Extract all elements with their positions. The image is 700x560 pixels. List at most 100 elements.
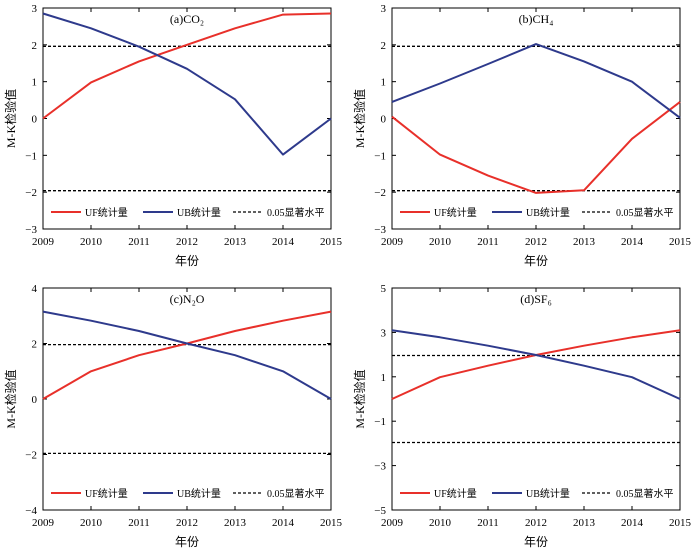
y-tick-label: 3: [381, 3, 387, 15]
chart-panel-1: −3 −2 −1 0 1 2 3 2009 2010 2011 2012 2013 2014 2015 (b…: [352, 3, 692, 268]
chart-title: (b)CH₄: [519, 12, 554, 26]
x-tick-label: 2013: [224, 517, 247, 529]
x-tick-label: 2009: [381, 236, 404, 248]
x-tick-label: 2013: [573, 517, 596, 529]
legend-significance-label: 0.05显著水平: [267, 206, 325, 219]
series-line-ub: [42, 310, 332, 400]
plot-frame: [391, 287, 681, 511]
x-tick-label: 2015: [320, 517, 343, 529]
legend-uf: UF统计量: [400, 487, 477, 500]
y-tick-label: 0: [32, 114, 38, 126]
y-axis-label: M-K检验值: [352, 89, 367, 148]
legend-significance: 0.05显著水平: [582, 206, 674, 219]
y-tick-label: −3: [374, 224, 386, 236]
plot-frame: [42, 287, 332, 511]
legend-ub-label: UB统计量: [177, 206, 221, 219]
x-tick-label: 2010: [80, 236, 103, 248]
y-tick-label: −3: [374, 461, 386, 473]
series-line-uf: [391, 101, 681, 194]
legend-significance: 0.05显著水平: [582, 487, 674, 500]
y-tick-label: −1: [374, 150, 386, 162]
x-tick-label: 2012: [176, 517, 198, 529]
chart-panel-3: −5 −3 −1 1 3 5 2009 2010 2011 2012 2013 2014 2015 (d)…: [352, 283, 692, 549]
legend-ub-label: UB统计量: [526, 206, 570, 219]
y-tick-label: −4: [25, 505, 37, 517]
series-line-uf: [42, 12, 332, 120]
y-tick-label: 2: [32, 40, 38, 52]
y-axis-label: M-K检验值: [3, 369, 18, 428]
series-line-uf: [42, 310, 332, 400]
y-tick-label: −5: [374, 505, 386, 517]
y-tick-label: −2: [374, 187, 386, 199]
legend-uf: UF统计量: [51, 487, 128, 500]
y-tick-label: 2: [381, 40, 387, 52]
legend-ub-label: UB统计量: [526, 487, 570, 500]
y-tick-label: 2: [32, 339, 38, 351]
legend-uf-label: UF统计量: [85, 206, 128, 219]
legend-uf-label: UF统计量: [434, 487, 477, 500]
x-tick-label: 2015: [669, 236, 692, 248]
legend-ub: UB统计量: [143, 487, 221, 500]
y-tick-label: 4: [32, 283, 38, 295]
legend-significance: 0.05显著水平: [233, 487, 325, 500]
x-tick-label: 2015: [320, 236, 343, 248]
x-tick-label: 2011: [128, 517, 150, 529]
series-line-ub: [42, 12, 332, 156]
legend-significance-label: 0.05显著水平: [616, 487, 674, 500]
y-axis-label: M-K检验值: [352, 369, 367, 428]
x-tick-label: 2009: [32, 517, 55, 529]
y-tick-label: 5: [381, 283, 387, 295]
x-tick-label: 2014: [621, 236, 644, 248]
series-line-uf: [391, 329, 681, 400]
y-tick-label: 3: [381, 327, 387, 339]
x-tick-label: 2012: [525, 236, 547, 248]
x-tick-label: 2011: [128, 236, 150, 248]
y-tick-label: 1: [381, 372, 387, 384]
series-line-ub: [391, 43, 681, 119]
x-tick-label: 2009: [32, 236, 55, 248]
chart-panel-2: −4 −2 0 2 4 2009 2010 2011 2012 2013 2014 2015 (c)N₂…: [3, 283, 343, 549]
chart-title: (a)CO₂: [170, 12, 204, 26]
legend-ub: UB统计量: [492, 487, 570, 500]
legend-uf: UF统计量: [51, 206, 128, 219]
y-tick-label: 1: [381, 77, 387, 89]
x-tick-label: 2012: [525, 517, 547, 529]
y-tick-label: −2: [25, 187, 37, 199]
x-tick-label: 2014: [272, 517, 295, 529]
y-tick-label: −2: [25, 450, 37, 462]
y-tick-label: −1: [374, 416, 386, 428]
x-tick-label: 2010: [80, 517, 103, 529]
chart-title: (c)N₂O: [170, 292, 205, 306]
x-tick-label: 2011: [477, 517, 499, 529]
x-tick-label: 2013: [573, 236, 596, 248]
x-tick-label: 2009: [381, 517, 404, 529]
plot-frame: [391, 7, 681, 230]
y-tick-label: 3: [32, 3, 38, 15]
x-axis-label: 年份: [175, 254, 199, 268]
x-axis-label: 年份: [524, 254, 548, 268]
series-line-ub: [391, 329, 681, 400]
x-tick-label: 2014: [272, 236, 295, 248]
legend-uf: UF统计量: [400, 206, 477, 219]
y-tick-label: 0: [381, 114, 387, 126]
x-tick-label: 2012: [176, 236, 198, 248]
y-tick-label: 1: [32, 77, 38, 89]
legend-ub: UB统计量: [492, 206, 570, 219]
chart-title: (d)SF₆: [520, 292, 552, 306]
x-tick-label: 2014: [621, 517, 644, 529]
legend-significance-label: 0.05显著水平: [267, 487, 325, 500]
chart-panel-0: −3 −2 −1 0 1 2 3 2009 2010 2011 2012 2013 2014 2015 (a…: [3, 3, 343, 268]
y-tick-label: −3: [25, 224, 37, 236]
y-axis-label: M-K检验值: [3, 89, 18, 148]
x-tick-label: 2011: [477, 236, 499, 248]
legend-significance-label: 0.05显著水平: [616, 206, 674, 219]
legend-significance: 0.05显著水平: [233, 206, 325, 219]
y-tick-label: 0: [32, 394, 38, 406]
x-tick-label: 2010: [429, 517, 452, 529]
legend-ub: UB统计量: [143, 206, 221, 219]
legend-uf-label: UF统计量: [434, 206, 477, 219]
y-tick-label: −1: [25, 150, 37, 162]
x-axis-label: 年份: [175, 535, 199, 549]
x-axis-label: 年份: [524, 535, 548, 549]
